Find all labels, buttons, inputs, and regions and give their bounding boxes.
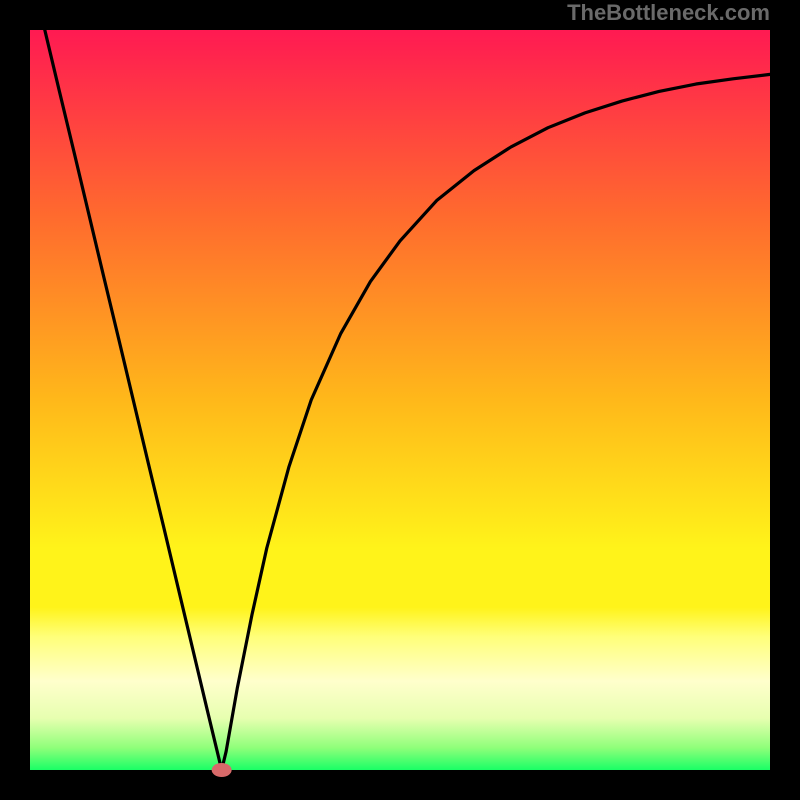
chart-svg	[0, 0, 800, 800]
gradient-chart	[0, 0, 800, 800]
chart-frame: { "watermark": { "text": "TheBottleneck.…	[0, 0, 800, 800]
min-point-marker	[212, 763, 232, 777]
gradient-plot-area	[30, 30, 770, 770]
watermark-text: TheBottleneck.com	[567, 0, 770, 26]
